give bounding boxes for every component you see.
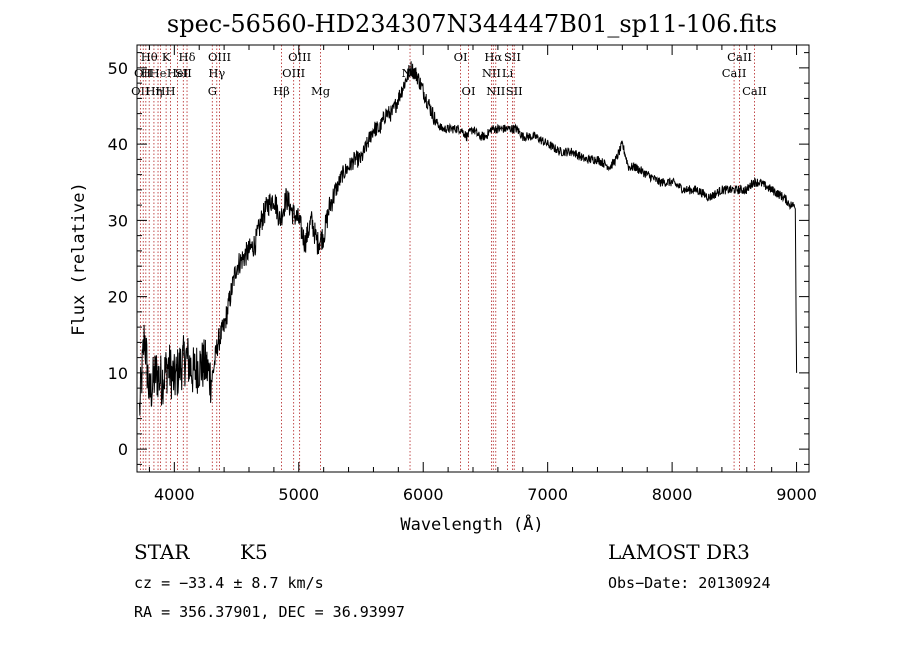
coordinates-text: RA = 356.37901, DEC = 36.93997 bbox=[134, 603, 405, 621]
x-tick-label: 7000 bbox=[527, 485, 568, 504]
marker-label: Hα bbox=[484, 50, 502, 64]
x-tick-label: 4000 bbox=[154, 485, 195, 504]
marker-label: SII bbox=[506, 84, 523, 98]
y-tick-label: 0 bbox=[118, 440, 128, 459]
marker-label: Li bbox=[502, 66, 514, 80]
marker-label: OI bbox=[454, 50, 468, 64]
marker-label: G bbox=[208, 84, 217, 98]
marker-label: H bbox=[141, 66, 151, 80]
marker-label: CaII bbox=[742, 84, 767, 98]
marker-label: OI bbox=[462, 84, 476, 98]
x-axis-label: Wavelength (Å) bbox=[400, 513, 543, 535]
marker-label: NII bbox=[486, 84, 505, 98]
survey-name: LAMOST DR3 bbox=[608, 540, 750, 564]
redshift-text: cz = −33.4 ± 8.7 km/s bbox=[134, 574, 324, 592]
y-tick-label: 20 bbox=[108, 288, 128, 307]
marker-label: H bbox=[165, 84, 175, 98]
marker-label: OIII bbox=[208, 50, 231, 64]
marker-label: K bbox=[162, 50, 171, 64]
marker-label: OII bbox=[134, 66, 153, 80]
y-tick-label: 10 bbox=[108, 364, 128, 383]
marker-label: NII bbox=[482, 66, 501, 80]
y-tick-label: 40 bbox=[108, 135, 128, 154]
object-subclass: K5 bbox=[240, 540, 268, 564]
marker-label: CaII bbox=[727, 50, 752, 64]
line-markers: OIIOIIHHθHηHeHKHHeISIIHδGHγOIIIHβOIIIOII… bbox=[131, 45, 767, 472]
spectrum-line bbox=[139, 61, 798, 416]
x-tick-label: 9000 bbox=[776, 485, 817, 504]
marker-label: Hθ bbox=[141, 50, 158, 64]
marker-label: SII bbox=[175, 66, 192, 80]
marker-label: Mg bbox=[311, 84, 331, 98]
x-tick-label: 8000 bbox=[652, 485, 693, 504]
axis-ticks: 4000 5000 6000 7000 8000 9000 0 10 20 30 40 50 bbox=[108, 45, 817, 504]
y-axis-label: Flux (relative) bbox=[69, 182, 89, 336]
marker-label: Hβ bbox=[273, 84, 290, 98]
chart-title: spec-56560-HD234307N344447B01_sp11-106.f… bbox=[167, 10, 777, 38]
marker-label: Hδ bbox=[179, 50, 196, 64]
marker-label: SII bbox=[504, 50, 521, 64]
x-tick-label: 6000 bbox=[403, 485, 444, 504]
y-tick-label: 50 bbox=[108, 59, 128, 78]
marker-label: OIII bbox=[288, 50, 311, 64]
plot-frame bbox=[136, 44, 810, 473]
marker-label: Hγ bbox=[208, 66, 225, 80]
x-tick-label: 5000 bbox=[278, 485, 319, 504]
marker-label: H bbox=[156, 84, 166, 98]
y-tick-label: 30 bbox=[108, 211, 128, 230]
object-class: STAR bbox=[134, 540, 190, 564]
marker-label: CaII bbox=[722, 66, 747, 80]
spectrum-series bbox=[139, 61, 798, 416]
marker-label: OIII bbox=[282, 66, 305, 80]
marker-label: OII bbox=[131, 84, 150, 98]
marker-label: He bbox=[150, 66, 167, 80]
obs-date-text: Obs−Date: 20130924 bbox=[608, 574, 771, 592]
